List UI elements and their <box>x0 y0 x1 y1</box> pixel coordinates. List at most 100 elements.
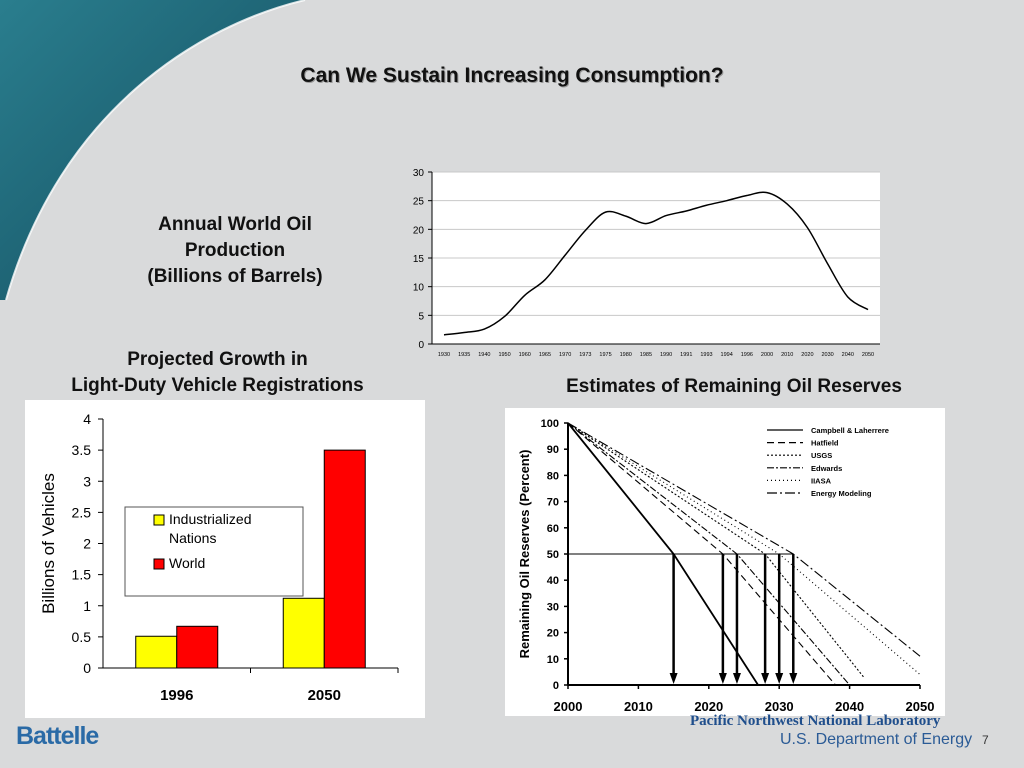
y-tick-label: 0.5 <box>72 629 92 645</box>
x-tick-label: 1970 <box>559 352 571 358</box>
page-number: 7 <box>982 733 989 747</box>
y-tick-label: 1.5 <box>72 567 92 583</box>
x-tick-label: 2050 <box>862 352 874 358</box>
y-tick-label: 0 <box>83 660 91 676</box>
x-tick-label: 2020 <box>801 352 813 358</box>
y-tick-label: 0 <box>418 340 424 351</box>
y-tick-label: 25 <box>413 197 425 208</box>
slide-title: Can We Sustain Increasing Consumption? <box>300 64 724 87</box>
y-tick-label: 50 <box>547 549 559 561</box>
y-axis-label: Remaining Oil Reserves (Percent) <box>517 450 532 659</box>
x-tick-label: 2030 <box>765 699 794 714</box>
y-tick-label: 20 <box>413 225 425 236</box>
decorative-swoosh <box>0 0 306 301</box>
y-tick-label: 60 <box>547 523 559 535</box>
y-tick-label: 3.5 <box>72 442 92 458</box>
x-tick-label: 1975 <box>599 352 611 358</box>
production-caption-line: Annual World Oil <box>158 214 312 235</box>
x-tick-label: 2050 <box>308 687 341 704</box>
x-tick-label: 2000 <box>554 699 583 714</box>
legend-label: USGS <box>811 451 832 460</box>
y-tick-label: 70 <box>547 497 559 509</box>
y-tick-label: 1 <box>83 598 91 614</box>
arrow-head <box>732 673 741 684</box>
legend-label: World <box>169 555 205 571</box>
legend: Campbell & Laherrere Hatfield USGS Edwards I… <box>767 426 889 498</box>
legend-label: Energy Modeling <box>811 489 872 498</box>
production-caption-line: (Billions of Barrels) <box>147 266 323 287</box>
x-tick-label: 2050 <box>906 699 935 714</box>
x-tick-label: 1950 <box>498 352 510 358</box>
production-line <box>443 191 869 336</box>
y-tick-label: 5 <box>418 311 424 322</box>
y-tick-label: 80 <box>547 470 559 482</box>
y-tick-label: 3 <box>83 473 91 489</box>
y-tick-label: 4 <box>83 411 91 427</box>
legend-swatch <box>153 558 165 570</box>
y-tick-label: 2.5 <box>72 504 92 520</box>
x-tick-label: 1965 <box>539 352 551 358</box>
x-tick-label: 1980 <box>620 352 632 358</box>
y-tick-label: 0 <box>553 680 559 692</box>
legend-label: Hatfield <box>811 439 839 448</box>
x-tick-label: 1973 <box>579 352 591 358</box>
legend-label: Nations <box>169 530 216 546</box>
doe-name: U.S. Department of Energy <box>780 731 973 748</box>
x-tick-label: 1990 <box>660 352 672 358</box>
arrow-head <box>718 673 727 684</box>
x-tick-label: 2020 <box>694 699 723 714</box>
arrow-head <box>775 673 784 684</box>
vehicle-growth-chart: 0 0.5 1 1.5 2 2.5 3 3.5 4 Billions of Vehicles 199… <box>25 400 425 718</box>
y-tick-label: 100 <box>541 418 559 430</box>
legend: Industrialized Nations World <box>124 506 304 597</box>
production-caption: Annual World Oil Production (Billions of… <box>110 212 360 290</box>
bar <box>323 449 366 669</box>
legend-label: IIASA <box>811 476 832 485</box>
x-tick-label: 1940 <box>478 352 490 358</box>
y-tick-label: 10 <box>413 283 425 294</box>
x-tick-label: 2040 <box>835 699 864 714</box>
bar <box>282 597 325 669</box>
y-tick-label: 30 <box>547 601 559 613</box>
y-tick-label: 2 <box>83 536 91 552</box>
reserves-caption: Estimates of Remaining Oil Reserves <box>566 376 902 397</box>
legend-label: Campbell & Laherrere <box>811 426 889 435</box>
x-tick-label: 1935 <box>458 352 470 358</box>
x-tick-label: 2030 <box>821 352 833 358</box>
x-tick-label: 1994 <box>721 352 733 358</box>
legend-swatch <box>153 514 165 526</box>
x-tick-label: 1996 <box>741 352 753 358</box>
x-tick-label: 2040 <box>842 352 854 358</box>
y-tick-label: 20 <box>547 628 559 640</box>
arrow-head <box>761 673 770 684</box>
oil-production-chart: 0 5 10 15 20 25 30 1930 1935 1940 1950 1960 1965 1970… <box>413 168 880 358</box>
chart-background <box>505 408 945 716</box>
x-tick-label: 1985 <box>640 352 652 358</box>
battelle-logo: Battelle <box>16 722 99 750</box>
arrow-head <box>789 673 798 684</box>
bar <box>176 625 219 669</box>
x-tick-label: 2010 <box>624 699 653 714</box>
y-tick-label: 40 <box>547 575 559 587</box>
x-tick-label: 1930 <box>438 352 450 358</box>
legend-label: Industrialized <box>169 511 252 527</box>
lab-name: Pacific Northwest National Laboratory <box>690 713 941 729</box>
x-tick-label: 1993 <box>700 352 712 358</box>
y-tick-label: 15 <box>413 254 425 265</box>
vehicles-caption-line: Projected Growth in <box>127 349 308 370</box>
vehicles-caption-line: Light-Duty Vehicle Registrations <box>71 375 364 396</box>
x-tick-label: 2010 <box>781 352 793 358</box>
arrow-head <box>669 673 678 684</box>
legend-label: Edwards <box>811 464 842 473</box>
y-tick-label: 10 <box>547 654 559 666</box>
x-tick-label: 2000 <box>761 352 773 358</box>
y-tick-label: 30 <box>413 168 425 179</box>
production-caption-line: Production <box>184 240 286 261</box>
y-axis-label: Billions of Vehicles <box>39 473 58 614</box>
x-tick-label: 1960 <box>519 352 531 358</box>
y-tick-label: 90 <box>547 444 559 456</box>
vehicles-caption: Projected Growth in Light-Duty Vehicle R… <box>20 347 415 399</box>
x-tick-label: 1996 <box>160 687 193 704</box>
bar <box>135 635 178 669</box>
